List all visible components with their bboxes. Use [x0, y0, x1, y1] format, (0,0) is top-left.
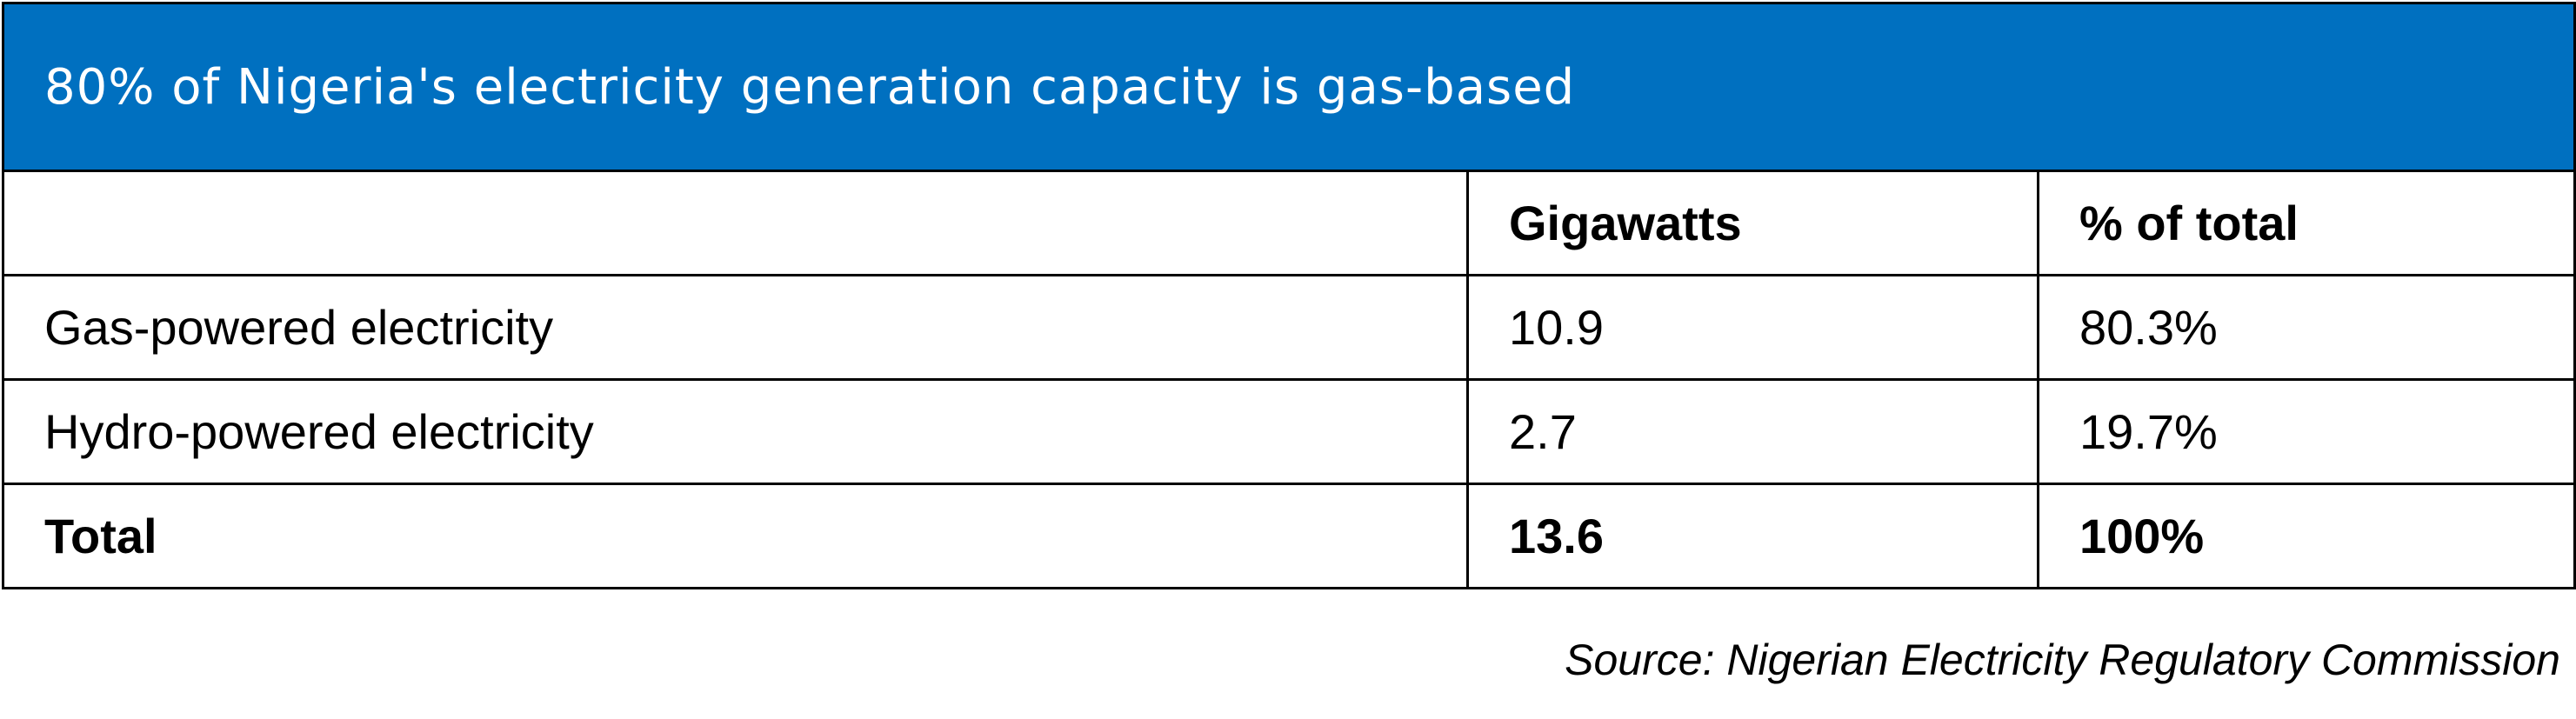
- title-row: 80% of Nigeria's electricity generation …: [1, 2, 2576, 172]
- row-label-total: Total: [2, 483, 1469, 589]
- row-label-gas: Gas-powered electricity: [2, 274, 1469, 381]
- table-row-total: Total 13.6 100%: [2, 483, 2576, 589]
- capacity-table: 80% of Nigeria's electricity generation …: [1, 2, 2576, 589]
- column-header-gigawatts: Gigawatts: [1466, 170, 2039, 276]
- table-container: 80% of Nigeria's electricity generation …: [1, 2, 2576, 589]
- column-header-percent: % of total: [2036, 170, 2576, 276]
- cell-hydro-percent: 19.7%: [2036, 378, 2576, 485]
- source-note: Source: Nigerian Electricity Regulatory …: [1565, 636, 2560, 684]
- cell-total-gigawatts: 13.6: [1466, 483, 2039, 589]
- table-row-hydro: Hydro-powered electricity 2.7 19.7%: [2, 378, 2576, 485]
- cell-total-percent: 100%: [2036, 483, 2576, 589]
- cell-gas-gigawatts: 10.9: [1466, 274, 2039, 381]
- cell-hydro-gigawatts: 2.7: [1466, 378, 2039, 485]
- column-header-label: [2, 170, 1469, 276]
- chart-title: 80% of Nigeria's electricity generation …: [1, 2, 2576, 172]
- header-row: Gigawatts % of total: [2, 170, 2576, 276]
- cell-gas-percent: 80.3%: [2036, 274, 2576, 381]
- row-label-hydro: Hydro-powered electricity: [2, 378, 1469, 485]
- table-row-gas: Gas-powered electricity 10.9 80.3%: [2, 274, 2576, 381]
